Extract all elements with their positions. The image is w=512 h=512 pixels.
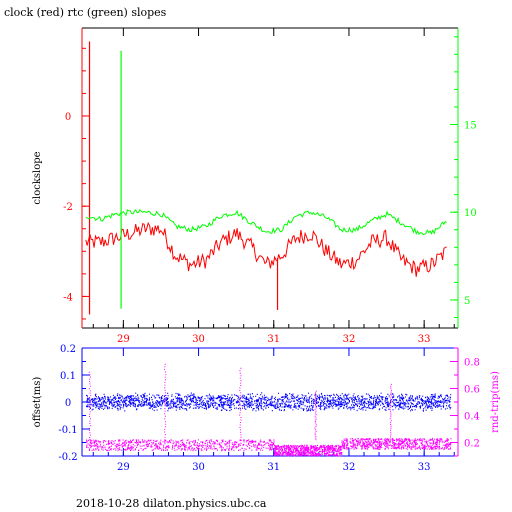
chart-title: clock (red) rtc (green) slopes [4,6,167,19]
x-tick-label: 31 [267,334,280,345]
y2-tick-label: 0.8 [464,358,480,369]
x-tick-label: 32 [343,334,356,345]
series-points-rnd-trip [86,437,452,457]
panel-0 [81,27,459,329]
x-tick-label: 29 [117,462,130,473]
y2-tick-label: 10 [464,208,477,219]
series-line-rtc [85,208,447,236]
y-tick-label: 0.1 [60,371,76,382]
x-tick-label: 30 [192,462,205,473]
x-tick-label: 29 [117,334,130,345]
y2-tick-label: 0.2 [464,439,480,450]
y2-tick-label: 5 [464,296,470,307]
panel-1 [81,347,459,457]
spike-rnd-trip [164,363,167,441]
x-tick-label: 31 [267,462,280,473]
y-tick-label: -2 [63,202,73,213]
series-line-clock [85,221,447,277]
spike-rnd-trip [314,390,317,441]
x-tick-label: 33 [418,334,431,345]
x-tick-label: 32 [343,462,356,473]
y-tick-label: -0.1 [58,425,77,436]
spike-rnd-trip [239,367,242,441]
y-tick-label: -0.2 [58,452,77,463]
series-points-offset [86,392,452,412]
spike-rnd-trip [88,371,92,441]
y-tick-label: 0.2 [60,344,76,355]
y-tick-label: 0 [65,398,71,409]
y2-tick-label: 15 [464,120,477,131]
y-tick-label: 0 [65,112,71,123]
y-axis-title: offset(ms) [32,377,43,428]
x-tick-label: 33 [418,462,431,473]
y2-tick-label: 0.4 [464,412,480,423]
y2-axis-title: rnd-trip(ms) [490,371,501,433]
footer-caption: 2018-10-28 dilaton.physics.ubc.ca [76,497,267,510]
y-tick-label: -4 [63,292,73,303]
y-axis-title: clockslope [32,151,43,204]
y2-tick-label: 0.6 [464,385,480,396]
x-tick-label: 30 [192,334,205,345]
spike-rnd-trip [389,383,392,441]
